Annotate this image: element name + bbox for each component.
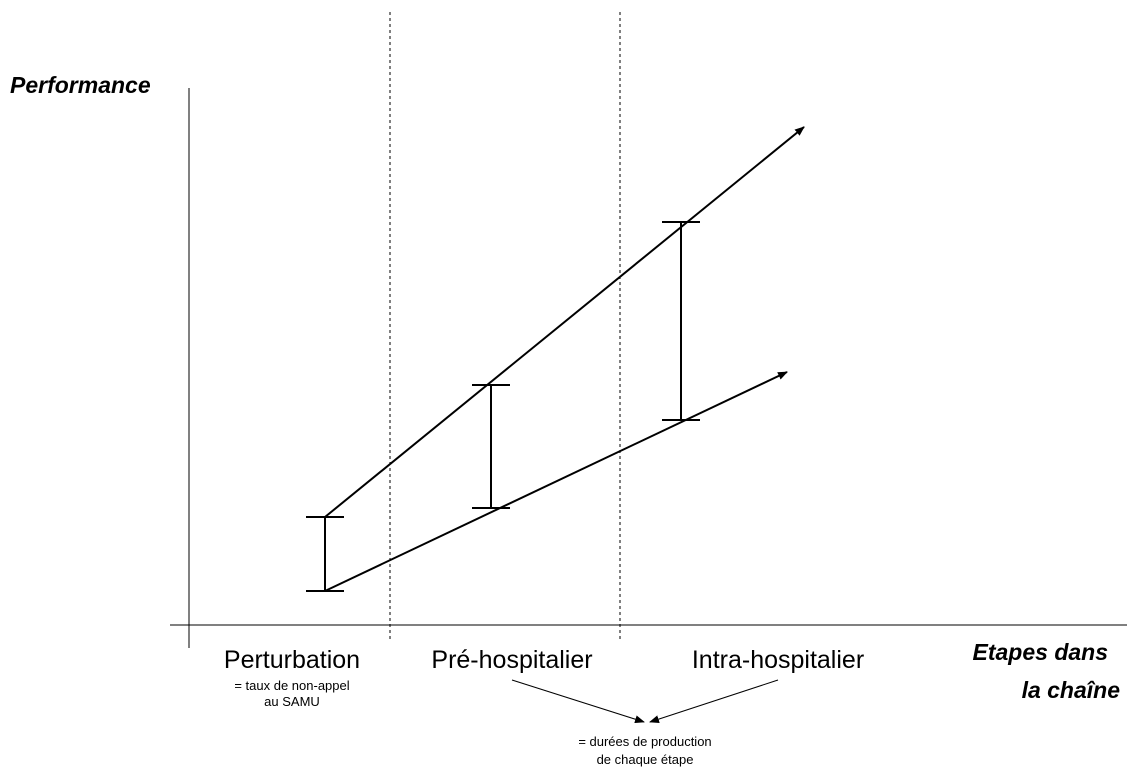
stage-note: au SAMU xyxy=(264,694,320,709)
x-axis-label: Etapes dans xyxy=(973,639,1109,665)
note-arrow xyxy=(511,679,645,724)
upper-trend xyxy=(324,126,805,518)
shared-note: = durées de production xyxy=(578,734,711,749)
lower-trend xyxy=(324,371,788,592)
stage-label: Intra-hospitalier xyxy=(692,646,864,674)
range-bars xyxy=(306,221,700,592)
stage-label: Pré-hospitalier xyxy=(431,646,592,674)
stage-label: Perturbation xyxy=(224,646,360,674)
shared-note: de chaque étape xyxy=(597,752,694,767)
y-axis-label: Performance xyxy=(10,72,151,98)
note-arrow xyxy=(649,679,779,723)
x-axis-label: la chaîne xyxy=(1022,677,1121,703)
stage-note: = taux de non-appel xyxy=(234,678,349,693)
